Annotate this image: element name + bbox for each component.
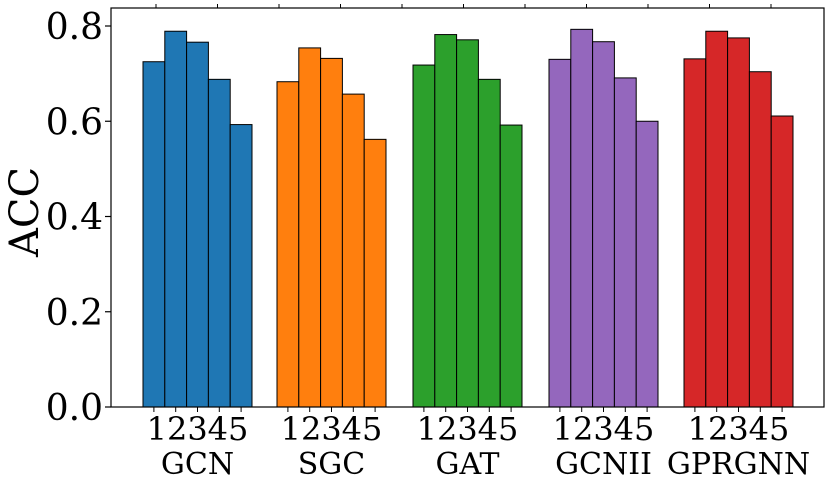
bar-gcnii-2 <box>570 28 594 408</box>
bar-gat-4 <box>477 78 501 408</box>
bar-gat-3 <box>456 39 479 408</box>
bar-sgc-3 <box>320 57 343 408</box>
bar-gat-2 <box>434 34 458 408</box>
bar-gprgnn-1 <box>683 58 707 408</box>
y-tick-label: 0.8 <box>46 7 103 48</box>
bar-gprgnn-4 <box>748 71 772 408</box>
bar-gprgnn-5 <box>770 115 794 408</box>
group-label-sgc: SGC <box>298 447 365 482</box>
group-label-gat: GAT <box>436 447 500 482</box>
bar-gat-5 <box>499 124 523 408</box>
bar-gcnii-3 <box>592 41 615 408</box>
bar-gcnii-5 <box>635 120 659 408</box>
bar-gprgnn-2 <box>705 30 729 408</box>
group-label-gprgnn: GPRGNN <box>667 447 810 482</box>
bar-sgc-2 <box>298 47 322 408</box>
ticks-layer <box>105 4 783 412</box>
group-label-gcn: GCN <box>161 447 234 482</box>
bar-gcnii-4 <box>613 77 637 408</box>
y-tick-label: 0.6 <box>46 102 103 143</box>
sub-category-labels: 12345 <box>281 410 383 448</box>
bar-gcnii-1 <box>548 58 572 408</box>
y-tick-label: 0.4 <box>46 198 103 239</box>
bar-gcn-3 <box>186 41 209 408</box>
sub-category-labels: 12345 <box>147 410 249 448</box>
bar-sgc-4 <box>341 93 365 408</box>
y-tick-label: 0.2 <box>46 293 103 334</box>
bar-gat-1 <box>412 64 436 408</box>
bar-gcn-5 <box>229 124 253 408</box>
bar-gcn-4 <box>207 78 231 408</box>
y-tick-label: 0.0 <box>46 388 103 429</box>
bar-gcn-2 <box>164 30 188 408</box>
bar-gcn-1 <box>142 61 166 408</box>
bars-layer <box>142 28 794 408</box>
bar-sgc-5 <box>363 138 387 408</box>
sub-category-labels: 12345 <box>688 410 790 448</box>
y-axis-label: ACC <box>2 167 48 258</box>
labels-layer: 0.00.20.40.60.812345GCN12345SGC12345GAT1… <box>46 7 810 482</box>
bar-sgc-1 <box>276 81 300 408</box>
bar-gprgnn-3 <box>727 37 750 408</box>
group-label-gcnii: GCNII <box>555 447 652 482</box>
sub-category-labels: 12345 <box>553 410 655 448</box>
sub-category-labels: 12345 <box>417 410 519 448</box>
